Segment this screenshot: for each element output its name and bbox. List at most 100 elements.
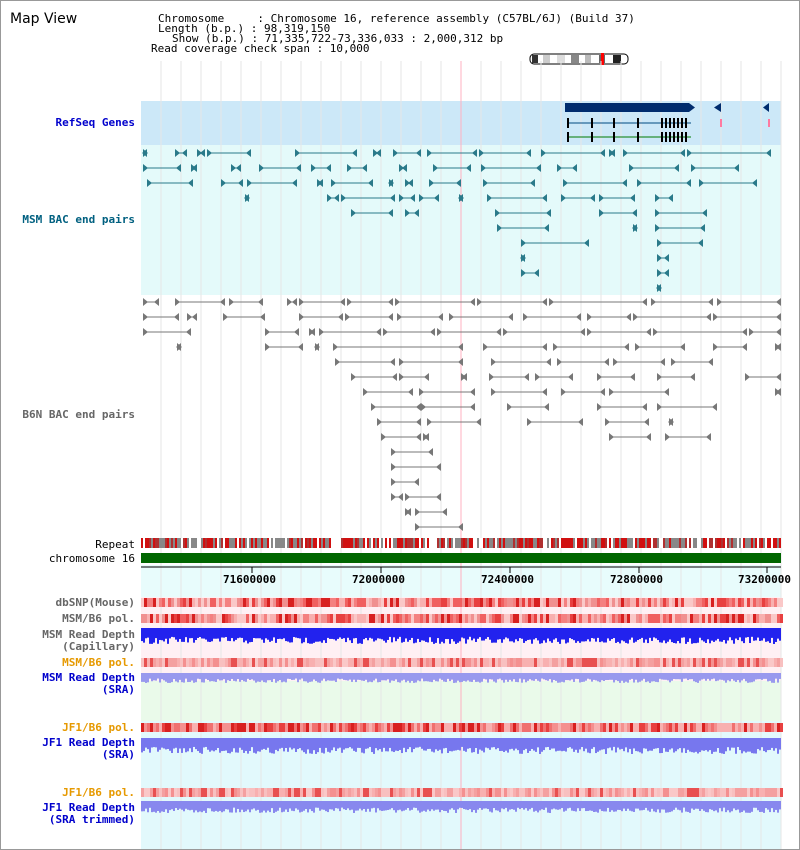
- track-label-b6n-bac[interactable]: B6N BAC end pairs: [22, 408, 135, 421]
- msm-b6-pol-heat: [669, 614, 672, 623]
- msm-b6-pol-sra-heat: [267, 658, 270, 667]
- msm-depth-capillary-bar: [577, 628, 579, 642]
- track-label-msm-bac[interactable]: MSM BAC end pairs: [22, 213, 135, 226]
- msm-b6-pol-sra-heat: [597, 658, 600, 667]
- track-label-jf1-read-depth-sra[interactable]: JF1 Read Depth (SRA): [42, 736, 135, 761]
- dbsnp-heat: [561, 598, 564, 607]
- jf1-depth-trim-bar: [667, 801, 669, 813]
- b6n-bac-end: [542, 343, 547, 351]
- jf1-depth-trim-bar: [159, 801, 161, 813]
- jf1-depth-trim-bar: [141, 801, 143, 812]
- msm-depth-sra-bar: [279, 673, 281, 681]
- jf1-depth-sra-bar: [433, 738, 435, 753]
- msm-depth-sra-bar: [755, 673, 757, 680]
- b6n-bac-end: [314, 343, 319, 351]
- msm-b6-pol-sra-heat: [561, 658, 564, 667]
- msm-b6-pol-heat: [366, 614, 369, 623]
- jf1-depth-trim-bar: [373, 801, 375, 808]
- msm-bac-end: [236, 164, 241, 172]
- msm-bac-end: [405, 179, 410, 187]
- jf1-depth-trim-bar: [185, 801, 187, 809]
- track-label-msm-read-depth-sra[interactable]: MSM Read Depth (SRA): [42, 671, 135, 696]
- track-label-refseq[interactable]: RefSeq Genes: [55, 116, 135, 129]
- msm-b6-pol-heat: [729, 614, 732, 623]
- jf1-depth-trim-bar: [761, 801, 763, 812]
- jf1-b6-pol-trim-heat: [681, 788, 684, 797]
- track-label-msm-read-depth-capillary[interactable]: MSM Read Depth (Capillary): [42, 628, 135, 653]
- jf1-depth-sra-bar: [293, 738, 295, 749]
- msm-depth-capillary-bar: [575, 628, 577, 643]
- track-label-jf1-read-depth-trimmed[interactable]: JF1 Read Depth (SRA trimmed): [42, 801, 135, 826]
- msm-depth-sra-bar: [611, 673, 613, 680]
- msm-depth-capillary-bar: [657, 628, 659, 641]
- msm-depth-capillary-bar: [675, 628, 677, 644]
- track-label-msm-b6-pol[interactable]: MSM/B6 pol.: [62, 612, 135, 625]
- msm-depth-capillary-bar: [427, 628, 429, 643]
- msm-depth-capillary-bar: [377, 628, 379, 639]
- jf1-b6-pol-trim-heat: [549, 788, 552, 797]
- jf1-depth-trim-bar: [469, 801, 471, 810]
- dbsnp-heat: [720, 598, 723, 607]
- msm-depth-capillary-bar: [429, 628, 431, 638]
- track-label-dbsnp[interactable]: dbSNP(Mouse): [55, 596, 135, 609]
- msm-b6-pol-sra-heat: [330, 658, 333, 667]
- msm-depth-sra-bar: [597, 673, 599, 682]
- msm-depth-capillary-bar: [733, 628, 735, 644]
- b6n-bac-end: [399, 358, 404, 366]
- msm-depth-sra-bar: [265, 673, 267, 683]
- jf1-b6-pol-heat: [630, 723, 633, 732]
- msm-depth-sra-bar: [163, 673, 165, 681]
- track-label-msm-b6-pol-sra[interactable]: MSM/B6 pol.: [62, 656, 135, 669]
- msm-bac-end: [622, 179, 627, 187]
- msm-b6-pol-sra-heat: [171, 658, 174, 667]
- jf1-b6-pol-trim-heat: [333, 788, 336, 797]
- track-label-jf1-b6-pol-trimmed[interactable]: JF1/B6 pol.: [62, 786, 135, 799]
- jf1-b6-pol-trim-heat: [714, 788, 717, 797]
- msm-b6-pol-sra-heat: [624, 658, 627, 667]
- jf1-depth-trim-bar: [263, 801, 265, 811]
- jf1-depth-sra-bar: [609, 738, 611, 748]
- msm-b6-pol-heat: [588, 614, 591, 623]
- jf1-depth-trim-bar: [165, 801, 167, 810]
- jf1-b6-pol-heat: [648, 723, 651, 732]
- msm-b6-pol-sra-heat: [234, 658, 237, 667]
- jf1-depth-trim-bar: [429, 801, 431, 812]
- msm-bac-end: [373, 149, 378, 157]
- msm-depth-capillary-bar: [241, 628, 243, 638]
- dbsnp-heat: [441, 598, 444, 607]
- chromosome-ideogram[interactable]: [529, 53, 631, 65]
- track-label-jf1-b6-pol[interactable]: JF1/B6 pol.: [62, 721, 135, 734]
- msm-b6-pol-heat: [750, 614, 753, 623]
- msm-b6-pol-sra-heat: [630, 658, 633, 667]
- jf1-depth-sra-bar: [601, 738, 603, 750]
- msm-depth-capillary-bar: [625, 628, 627, 643]
- jf1-depth-trim-bar: [549, 801, 551, 813]
- msm-depth-sra-bar: [609, 673, 611, 680]
- msm-depth-sra-bar: [591, 673, 593, 682]
- jf1-depth-trim-bar: [397, 801, 399, 811]
- msm-depth-capillary-bar: [305, 628, 307, 638]
- msm-depth-capillary-bar: [387, 628, 389, 640]
- msm-depth-capillary-bar: [257, 628, 259, 639]
- jf1-depth-sra-bar: [557, 738, 559, 751]
- jf1-b6-pol-heat: [234, 723, 237, 732]
- jf1-depth-sra-bar: [205, 738, 207, 747]
- dbsnp-heat: [351, 598, 354, 607]
- jf1-b6-pol-trim-heat: [579, 788, 582, 797]
- refseq-exon: [673, 132, 675, 142]
- msm-depth-sra-bar: [443, 673, 445, 682]
- jf1-b6-pol-heat: [315, 723, 318, 732]
- b6n-bac-end: [287, 298, 292, 306]
- jf1-depth-sra-bar: [555, 738, 557, 752]
- msm-depth-capillary-bar: [525, 628, 527, 642]
- msm-depth-sra-bar: [601, 673, 603, 681]
- msm-b6-pol-sra-heat: [450, 658, 453, 667]
- msm-b6-pol-sra-heat: [219, 658, 222, 667]
- jf1-b6-pol-trim-heat: [213, 788, 216, 797]
- jf1-b6-pol-trim-heat: [531, 788, 534, 797]
- msm-depth-capillary-bar: [761, 628, 763, 641]
- msm-depth-sra-bar: [177, 673, 179, 683]
- msm-depth-capillary-bar: [327, 628, 329, 638]
- jf1-b6-pol-trim-heat: [537, 788, 540, 797]
